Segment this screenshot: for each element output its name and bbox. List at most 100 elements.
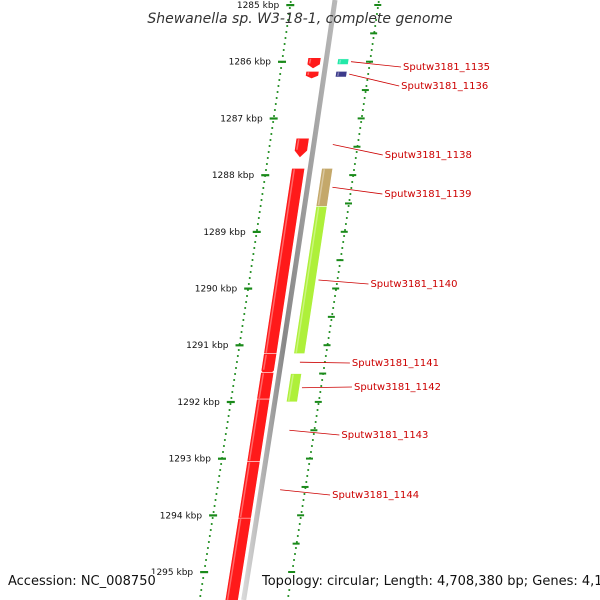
right-guide-dot bbox=[350, 186, 353, 190]
kbp-label: 1286 kbp bbox=[229, 58, 272, 68]
left-guide-dot bbox=[202, 576, 205, 580]
right-guide-dot bbox=[292, 564, 295, 568]
left-guide-dot bbox=[206, 546, 209, 550]
right-guide-dot bbox=[367, 72, 370, 76]
right-guide-dot bbox=[370, 48, 373, 52]
right-guide-dot bbox=[333, 294, 337, 298]
gene-Sputw3181_1140-forward[interactable] bbox=[293, 205, 328, 355]
right-guide-dot bbox=[330, 318, 333, 322]
right-guide-dot bbox=[347, 204, 350, 208]
left-guide-dot bbox=[286, 24, 289, 28]
right-guide-dot bbox=[305, 480, 308, 484]
right-guide-dot bbox=[349, 192, 352, 196]
gene-Sputw3181_1142-forward[interactable] bbox=[285, 373, 303, 403]
right-guide-dot bbox=[361, 108, 364, 112]
gene-highlight bbox=[248, 399, 260, 461]
right-guide-dot bbox=[317, 402, 320, 406]
left-guide-dot bbox=[260, 198, 263, 202]
gene-label-Sputw3181_1135[interactable]: Sputw3181_1135 bbox=[403, 62, 490, 73]
right-guide-dot bbox=[346, 210, 349, 214]
right-guide-dot bbox=[298, 522, 301, 526]
gene-label-Sputw3181_1143[interactable]: Sputw3181_1143 bbox=[341, 430, 428, 441]
left-guide-dot bbox=[209, 528, 212, 532]
right-guide-dot bbox=[375, 18, 378, 22]
left-guide-dot bbox=[245, 294, 249, 298]
right-tick bbox=[366, 60, 374, 63]
left-guide-dot bbox=[210, 522, 213, 526]
right-guide-dot bbox=[359, 126, 362, 130]
genome-backbone bbox=[241, 0, 338, 600]
gene-highlight bbox=[296, 139, 300, 150]
gene-Sputw3181_1135-reverse[interactable] bbox=[306, 57, 322, 69]
gene-Sputw3181_1145-reverse[interactable] bbox=[224, 517, 252, 600]
gene-highlight bbox=[338, 59, 342, 64]
left-guide-dot bbox=[247, 282, 250, 286]
left-guide-dot bbox=[235, 360, 238, 364]
gene-Sputw3181_1138-reverse[interactable] bbox=[294, 137, 310, 159]
left-guide-dot bbox=[204, 564, 207, 568]
right-guide-dot bbox=[315, 414, 318, 418]
gene-Sputw3181_1136-reverse[interactable] bbox=[305, 71, 320, 79]
left-guide-dot bbox=[226, 420, 229, 424]
right-guide-dot bbox=[313, 426, 316, 430]
left-guide-dot bbox=[225, 426, 228, 430]
gene-highlight bbox=[258, 373, 265, 399]
left-guide-dot bbox=[253, 246, 256, 250]
left-guide-dot bbox=[259, 204, 262, 208]
right-tick bbox=[323, 344, 331, 347]
right-guide-dot bbox=[327, 336, 330, 340]
gene-highlight bbox=[308, 58, 312, 64]
gene-highlight bbox=[239, 462, 251, 518]
left-guide-dot bbox=[265, 162, 268, 166]
right-guide-dot bbox=[322, 366, 326, 370]
kbp-label: 1289 kbp bbox=[203, 228, 246, 238]
backbone-line bbox=[241, 0, 338, 600]
right-guide-dot bbox=[377, 0, 380, 4]
left-guide-dot bbox=[204, 558, 208, 562]
left-guide-dot bbox=[289, 0, 292, 4]
left-guide-dot bbox=[244, 306, 247, 310]
gene-label-Sputw3181_1144[interactable]: Sputw3181_1144 bbox=[332, 490, 419, 501]
gene-Sputw3181_1135-forward[interactable] bbox=[336, 58, 350, 65]
left-guide-dot bbox=[280, 66, 283, 70]
right-guide-dot bbox=[331, 312, 334, 316]
right-guide-dot bbox=[352, 168, 356, 172]
kbp-tick bbox=[252, 230, 261, 233]
left-guide-dot bbox=[205, 552, 209, 556]
right-guide-dot bbox=[311, 438, 314, 442]
right-guide-dot bbox=[354, 156, 357, 160]
gene-Sputw3181_1136-forward[interactable] bbox=[334, 71, 348, 78]
right-guide-dot bbox=[328, 330, 331, 334]
left-guide-dot bbox=[252, 252, 255, 256]
gene-label-Sputw3181_1141[interactable]: Sputw3181_1141 bbox=[352, 358, 439, 369]
right-tick bbox=[349, 174, 357, 177]
right-guide-dot bbox=[337, 270, 340, 274]
gene-label-Sputw3181_1138[interactable]: Sputw3181_1138 bbox=[385, 150, 472, 161]
genome-title: Shewanella sp. W3-18-1, complete genome bbox=[147, 11, 452, 27]
accession-text: Accession: NC_008750 bbox=[8, 574, 156, 589]
left-guide-dot bbox=[263, 180, 266, 184]
right-guide-dot bbox=[369, 54, 372, 58]
gene-highlight bbox=[317, 169, 326, 206]
left-guide-dot bbox=[223, 438, 226, 442]
kbp-label: 1285 kbp bbox=[237, 1, 280, 11]
left-guide-dot bbox=[220, 462, 223, 466]
left-guide-dot bbox=[245, 300, 248, 304]
gene-highlight bbox=[288, 374, 294, 402]
gene-leader-line bbox=[280, 489, 331, 496]
gene-label-Sputw3181_1136[interactable]: Sputw3181_1136 bbox=[401, 81, 488, 92]
right-guide-dot bbox=[365, 84, 368, 88]
left-guide-dot bbox=[262, 186, 265, 190]
gene-label-Sputw3181_1142[interactable]: Sputw3181_1142 bbox=[354, 382, 441, 393]
right-guide-dot bbox=[371, 42, 374, 46]
right-tick bbox=[374, 4, 382, 6]
right-guide-dot bbox=[353, 162, 356, 166]
right-guide-dot bbox=[374, 24, 377, 28]
kbp-tick bbox=[261, 174, 270, 177]
left-guide-dot bbox=[267, 150, 270, 154]
gene-label-Sputw3181_1139[interactable]: Sputw3181_1139 bbox=[384, 189, 471, 200]
left-guide-dot bbox=[241, 324, 244, 328]
left-guide-dot bbox=[214, 498, 217, 502]
gene-label-Sputw3181_1140[interactable]: Sputw3181_1140 bbox=[370, 279, 457, 290]
